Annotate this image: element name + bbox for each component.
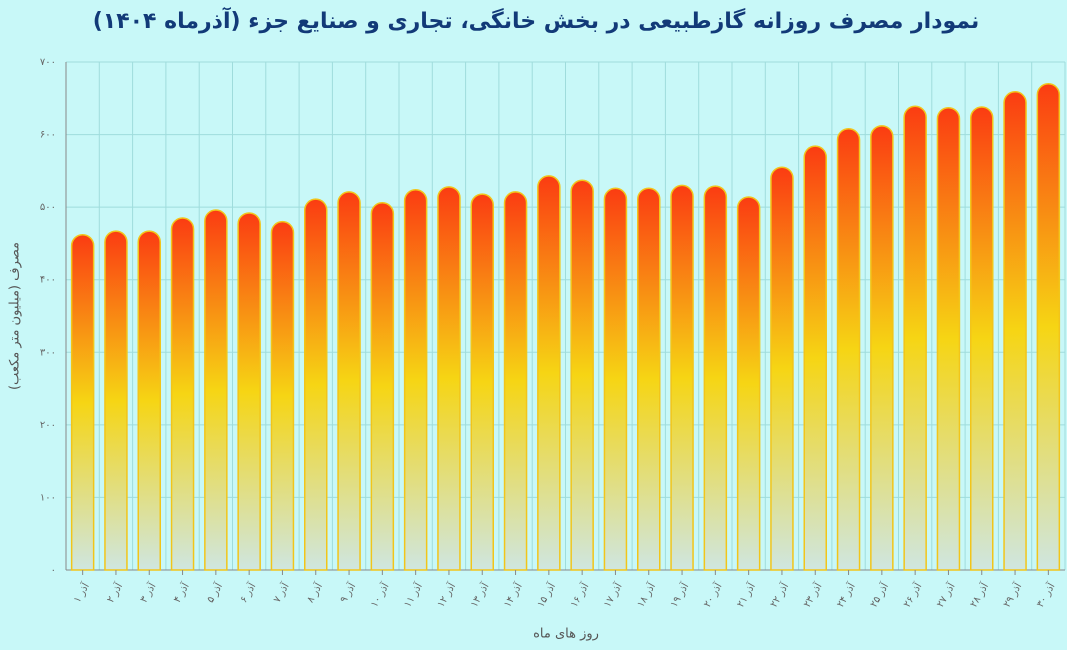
bar [70, 234, 95, 571]
bar [1036, 83, 1061, 571]
bar [703, 185, 728, 571]
bar [637, 187, 661, 571]
y-tick-label: ۱۰۰ [40, 492, 56, 503]
bar [670, 184, 694, 571]
y-axis-title: مصرف (میلیون متر مکعب) [8, 242, 23, 390]
bar [337, 191, 361, 571]
bar [237, 212, 261, 571]
y-tick-label: ۰ [51, 565, 56, 576]
bar [170, 217, 195, 571]
y-tick-label: ۳۰۰ [40, 347, 56, 358]
bar [803, 145, 827, 571]
y-tick-label: ۶۰۰ [40, 130, 56, 141]
bar [537, 175, 561, 571]
y-tick-label: ۴۰۰ [40, 275, 56, 286]
bar [936, 107, 961, 571]
chart-title: نمودار مصرف روزانه گازطبیعی در بخش خانگی… [93, 6, 980, 34]
x-axis-title: روز های ماه [533, 627, 599, 642]
bar [736, 196, 761, 571]
bar [204, 209, 228, 571]
bar [437, 186, 461, 571]
bar [836, 128, 861, 571]
bar [370, 202, 395, 571]
bar [503, 191, 528, 571]
bar [970, 106, 994, 571]
bar [603, 187, 628, 571]
y-tick-label: ۲۰۰ [40, 420, 56, 431]
bar [403, 189, 428, 571]
bar [1003, 91, 1027, 571]
bar [870, 125, 894, 571]
bar [570, 179, 594, 571]
bar [770, 166, 794, 571]
y-tick-label: ۷۰۰ [40, 57, 56, 68]
bar [104, 230, 128, 571]
y-tick-label: ۵۰۰ [40, 202, 56, 213]
bar [304, 198, 328, 571]
bar [470, 193, 494, 571]
bar [137, 230, 161, 571]
bar [903, 105, 927, 571]
bar [270, 220, 295, 571]
